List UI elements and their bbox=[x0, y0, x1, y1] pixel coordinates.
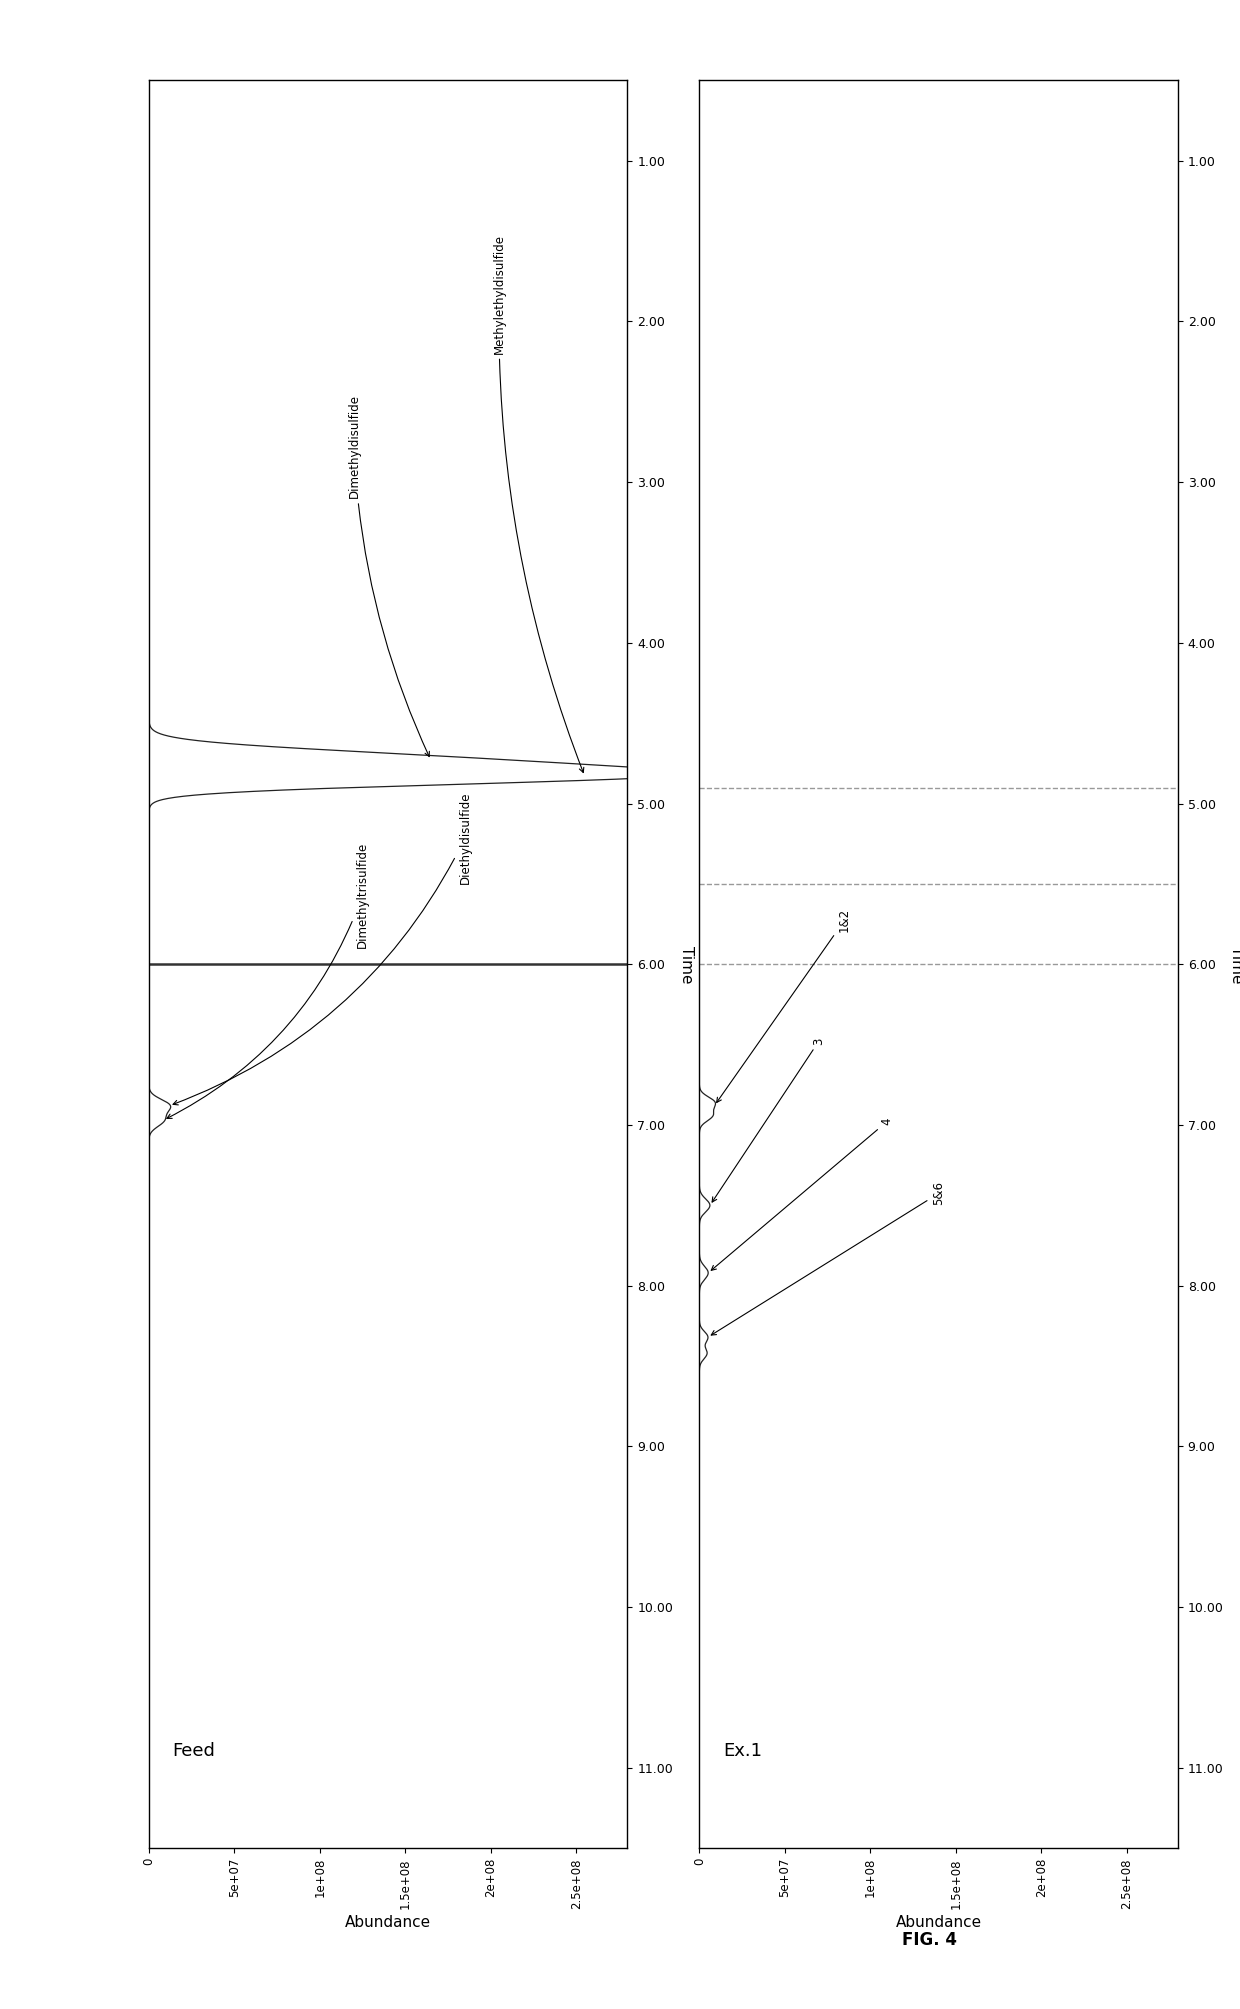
X-axis label: Abundance: Abundance bbox=[345, 1915, 432, 1931]
Text: 5&6: 5&6 bbox=[712, 1181, 945, 1336]
Text: Dimethyldisulfide: Dimethyldisulfide bbox=[347, 394, 429, 757]
Text: 3: 3 bbox=[712, 1037, 826, 1201]
Text: Dimethyltrisulfide: Dimethyltrisulfide bbox=[167, 842, 370, 1119]
Text: Feed: Feed bbox=[172, 1742, 216, 1760]
Text: 1&2: 1&2 bbox=[717, 908, 851, 1103]
X-axis label: Abundance: Abundance bbox=[895, 1915, 982, 1931]
Text: 4: 4 bbox=[712, 1117, 894, 1270]
Text: FIG. 4: FIG. 4 bbox=[903, 1931, 957, 1949]
Text: Ex.1: Ex.1 bbox=[723, 1742, 763, 1760]
Text: Diethyldisulfide: Diethyldisulfide bbox=[174, 792, 471, 1105]
Y-axis label: Time: Time bbox=[1229, 946, 1240, 982]
Y-axis label: Time: Time bbox=[680, 946, 694, 982]
Text: Methylethyldisulfide: Methylethyldisulfide bbox=[492, 233, 584, 773]
